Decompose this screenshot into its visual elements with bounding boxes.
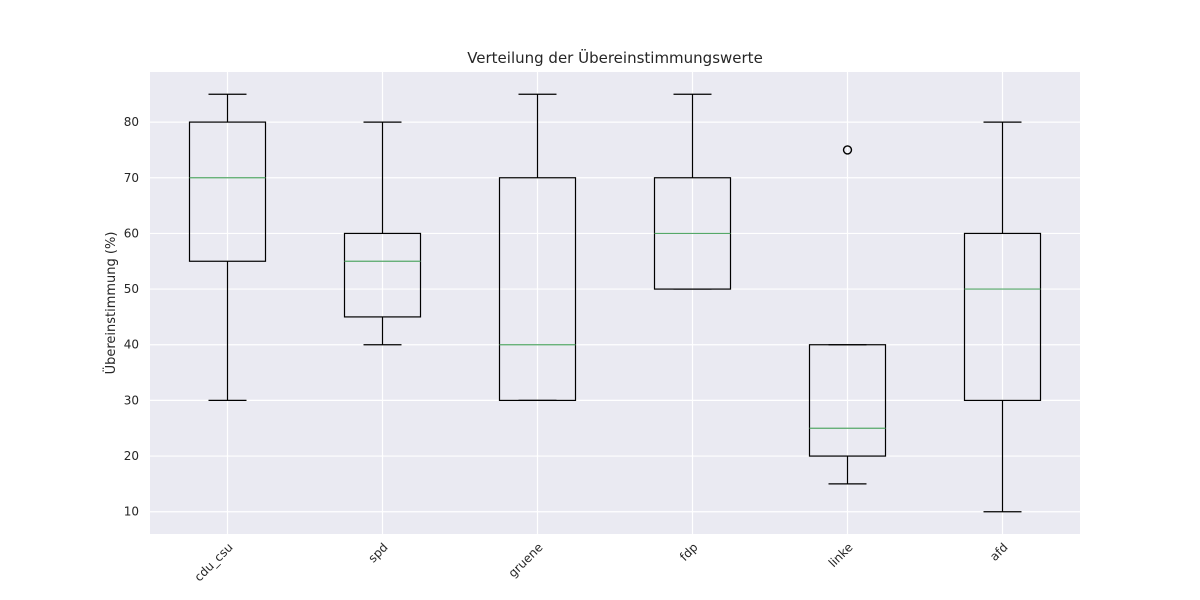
box-iqr	[808, 344, 887, 457]
chart-title: Verteilung der Übereinstimmungswerte	[467, 48, 763, 67]
box-iqr	[963, 232, 1042, 402]
box-group-fdp	[653, 93, 732, 290]
box-group-cdu_csu	[188, 93, 267, 402]
x-tick-label: afd	[987, 540, 1010, 563]
y-tick-label: 40	[124, 338, 139, 352]
box-iqr	[188, 121, 267, 262]
x-tick-label: gruene	[506, 540, 546, 580]
x-tick-labels: cdu_csu spd gruene fdp linke afd	[192, 540, 1011, 584]
y-tick-labels: 10 20 30 40 50 60 70 80	[124, 115, 139, 519]
y-tick-label: 80	[124, 115, 139, 129]
y-tick-label: 50	[124, 282, 139, 296]
y-tick-label: 10	[124, 505, 139, 519]
x-tick-label: linke	[826, 540, 856, 570]
y-tick-label: 20	[124, 449, 139, 463]
outlier-point	[842, 145, 853, 155]
box-group-gruene	[498, 93, 577, 402]
x-tick-label: fdp	[677, 540, 701, 564]
x-tick-label: cdu_csu	[192, 540, 236, 584]
y-tick-label: 30	[124, 393, 139, 407]
box-group-afd	[963, 121, 1042, 513]
x-tick-label: spd	[366, 540, 391, 565]
box-iqr	[498, 177, 577, 402]
plot-background	[150, 72, 1080, 534]
y-tick-label: 60	[124, 226, 139, 240]
y-axis-label: Übereinstimmung (%)	[102, 232, 119, 375]
y-tick-label: 70	[124, 171, 139, 185]
box-iqr	[343, 232, 422, 318]
box-layer	[188, 93, 1042, 513]
box-group-spd	[343, 121, 422, 346]
box-group-linke	[808, 145, 887, 485]
